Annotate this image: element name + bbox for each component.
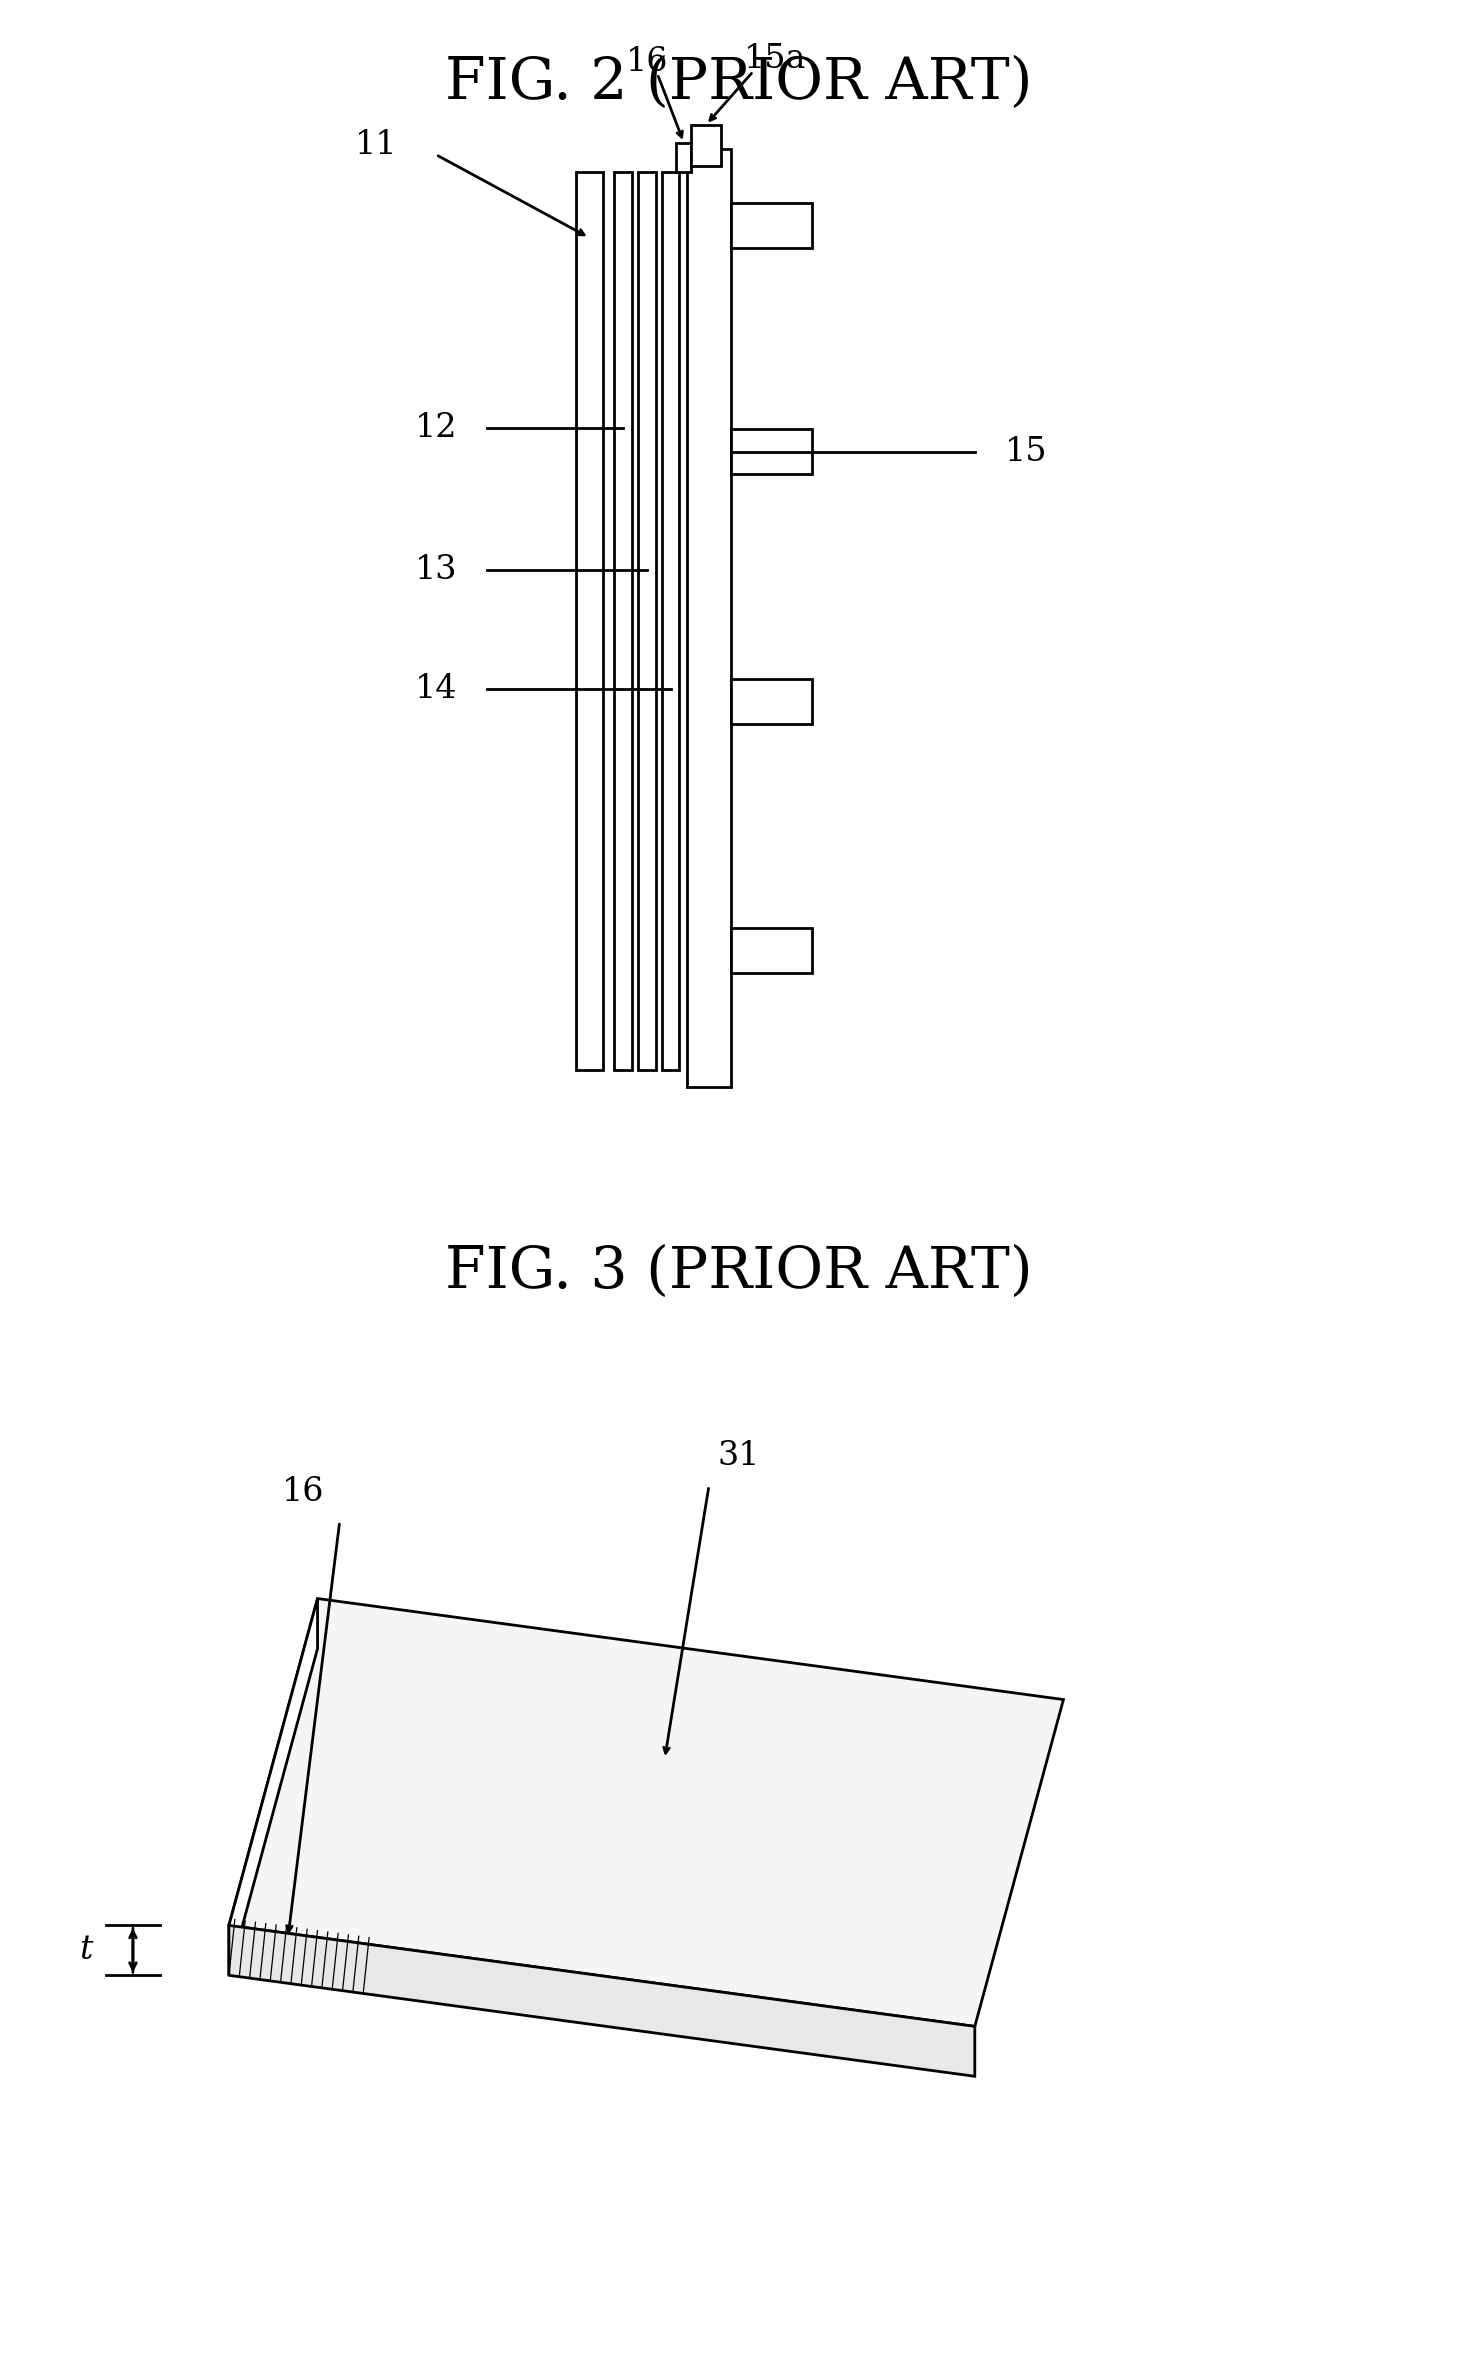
Text: 16: 16 — [282, 1476, 323, 1507]
Polygon shape — [229, 1597, 318, 1975]
Text: 13: 13 — [415, 554, 456, 587]
Bar — [731, 927, 812, 975]
Bar — [731, 680, 812, 723]
Text: 12: 12 — [415, 411, 456, 444]
Polygon shape — [229, 1597, 1063, 2025]
Text: 15: 15 — [1006, 435, 1047, 468]
Text: 15a: 15a — [744, 43, 806, 76]
Text: 16: 16 — [626, 45, 668, 78]
Text: 14: 14 — [415, 673, 456, 706]
Text: t: t — [78, 1935, 93, 1966]
Bar — [662, 174, 679, 1070]
Bar — [687, 147, 731, 1089]
Bar — [638, 174, 656, 1070]
Bar — [731, 202, 812, 247]
Bar — [676, 143, 691, 174]
Bar — [691, 124, 721, 166]
Polygon shape — [229, 1925, 975, 2077]
Text: 31: 31 — [718, 1440, 759, 1471]
Bar — [576, 174, 603, 1070]
Text: FIG. 3 (PRIOR ART): FIG. 3 (PRIOR ART) — [445, 1243, 1032, 1300]
Text: 11: 11 — [356, 128, 397, 162]
Text: FIG. 2 (PRIOR ART): FIG. 2 (PRIOR ART) — [445, 55, 1032, 112]
Bar — [614, 174, 632, 1070]
Bar — [731, 428, 812, 473]
